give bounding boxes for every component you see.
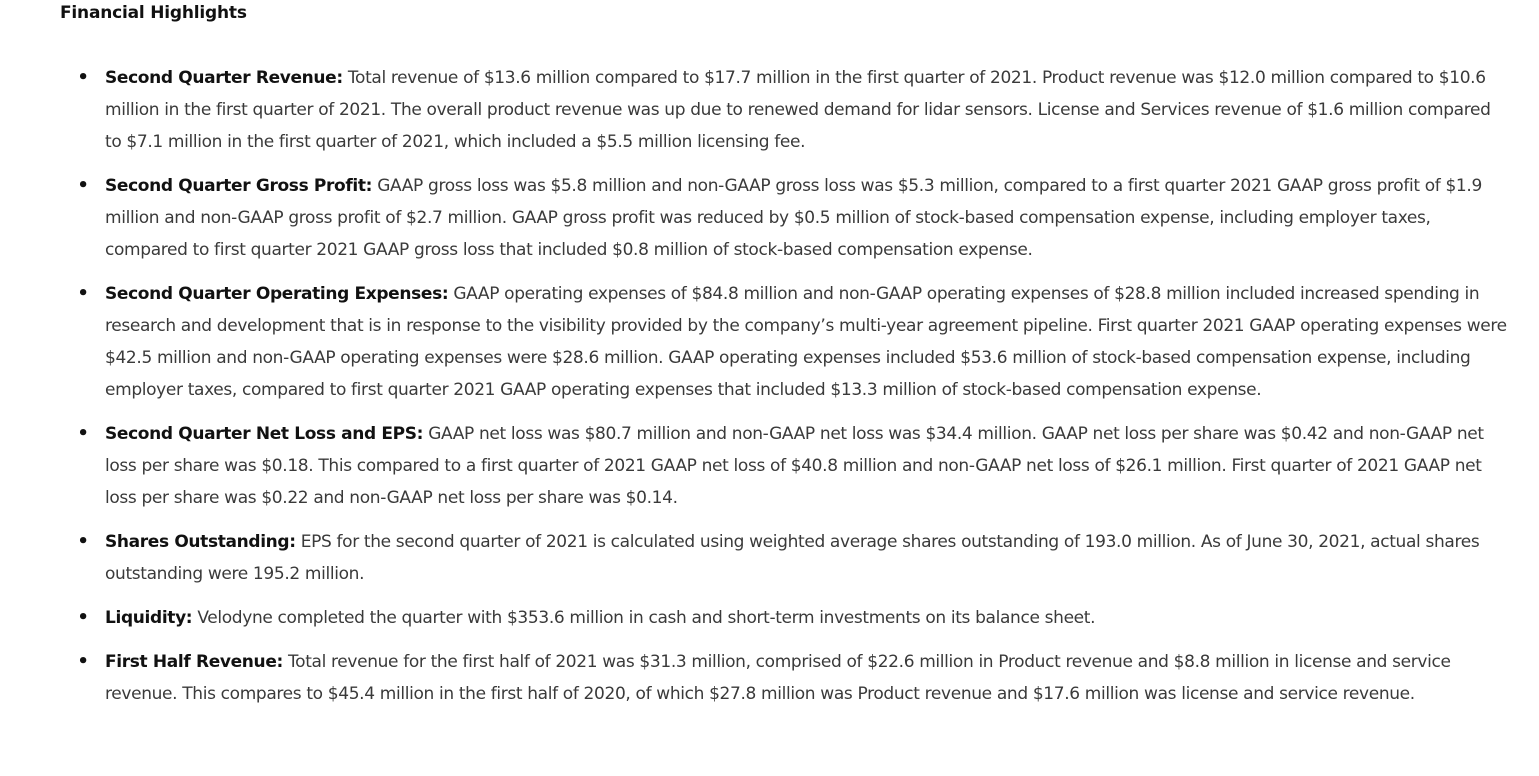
item-text: EPS for the second quarter of 2021 is ca…	[105, 532, 1480, 584]
list-item-q2-gross-profit: • Second Quarter Gross Profit: GAAP gros…	[0, 170, 1539, 266]
bullet-icon: •	[77, 651, 89, 672]
list-item-shares-outstanding: • Shares Outstanding: EPS for the second…	[0, 526, 1539, 590]
item-text: GAAP net loss was $80.7 million and non-…	[105, 424, 1484, 508]
item-heading: Second Quarter Net Loss and EPS:	[105, 424, 424, 444]
bullet-icon: •	[77, 67, 89, 88]
item-heading: Second Quarter Gross Profit:	[105, 176, 373, 196]
item-text: GAAP operating expenses of $84.8 million…	[105, 284, 1507, 400]
list-item-q2-net-loss-eps: • Second Quarter Net Loss and EPS: GAAP …	[0, 418, 1539, 514]
item-heading: Second Quarter Operating Expenses:	[105, 284, 449, 304]
item-text: GAAP gross loss was $5.8 million and non…	[105, 176, 1482, 260]
item-heading: Second Quarter Revenue:	[105, 68, 343, 88]
item-heading: Liquidity:	[105, 608, 193, 628]
item-heading: Shares Outstanding:	[105, 532, 296, 552]
section-title: Financial Highlights	[60, 3, 247, 23]
bullet-icon: •	[77, 531, 89, 552]
item-text: Velodyne completed the quarter with $353…	[192, 608, 1096, 628]
bullet-icon: •	[77, 607, 89, 628]
list-item-q2-revenue: • Second Quarter Revenue: Total revenue …	[0, 62, 1539, 158]
bullet-icon: •	[77, 175, 89, 196]
item-text: Total revenue for the first half of 2021…	[105, 652, 1451, 704]
bullet-icon: •	[77, 423, 89, 444]
item-heading: First Half Revenue:	[105, 652, 283, 672]
financial-highlights-list: • Second Quarter Revenue: Total revenue …	[0, 62, 1539, 722]
list-item-q2-operating-expenses: • Second Quarter Operating Expenses: GAA…	[0, 278, 1539, 406]
list-item-liquidity: • Liquidity: Velodyne completed the quar…	[0, 602, 1539, 634]
bullet-icon: •	[77, 283, 89, 304]
item-text: Total revenue of $13.6 million compared …	[105, 68, 1491, 152]
list-item-first-half-revenue: • First Half Revenue: Total revenue for …	[0, 646, 1539, 710]
